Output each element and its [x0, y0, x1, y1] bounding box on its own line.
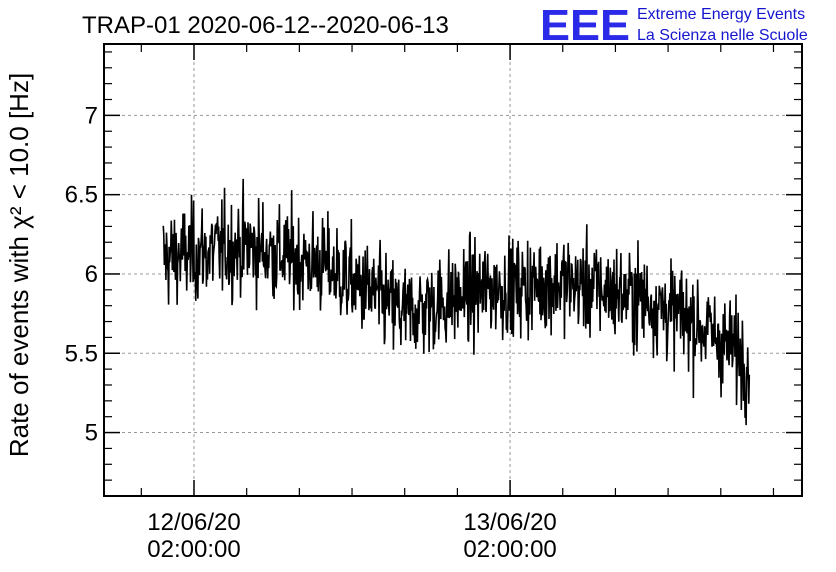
- chart-title: TRAP-01 2020-06-12--2020-06-13: [82, 12, 449, 39]
- eee-logo-mark: EEE: [540, 1, 630, 50]
- logo-line1: Extreme Energy Events: [637, 6, 805, 23]
- y-tick-labels: 5 5.5 6 6.5 7: [65, 102, 98, 446]
- y-tick-label: 7: [85, 102, 98, 129]
- x-tick-label-time: 02:00:00: [463, 536, 556, 563]
- y-tick-label: 5.5: [65, 340, 98, 367]
- y-tick-label: 5: [85, 420, 98, 447]
- axis-ticks: [104, 44, 802, 497]
- x-tick-label-time: 02:00:00: [147, 536, 240, 563]
- y-tick-label: 6: [85, 261, 98, 288]
- x-tick-label-date: 12/06/20: [147, 509, 240, 536]
- x-tick-label-date: 13/06/20: [463, 509, 556, 536]
- y-tick-label: 6.5: [65, 182, 98, 209]
- series-line: [162, 178, 751, 426]
- plot-frame: [103, 43, 803, 497]
- y-axis-label: Rate of events with χ² < 10.0 [Hz]: [4, 73, 34, 457]
- eee-logo: EEE Extreme Energy Events La Scienza nel…: [540, 1, 808, 50]
- logo-line2: La Scienza nelle Scuole: [637, 27, 808, 44]
